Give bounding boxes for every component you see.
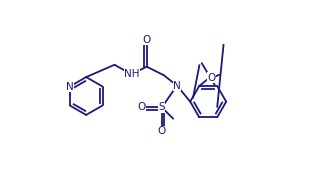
Text: S: S xyxy=(159,102,165,112)
Text: O: O xyxy=(137,102,146,112)
Text: O: O xyxy=(142,35,151,45)
Text: O: O xyxy=(207,73,215,83)
Text: N: N xyxy=(173,81,181,91)
Text: N: N xyxy=(66,82,74,92)
Text: O: O xyxy=(158,126,166,136)
Text: NH: NH xyxy=(124,69,139,79)
